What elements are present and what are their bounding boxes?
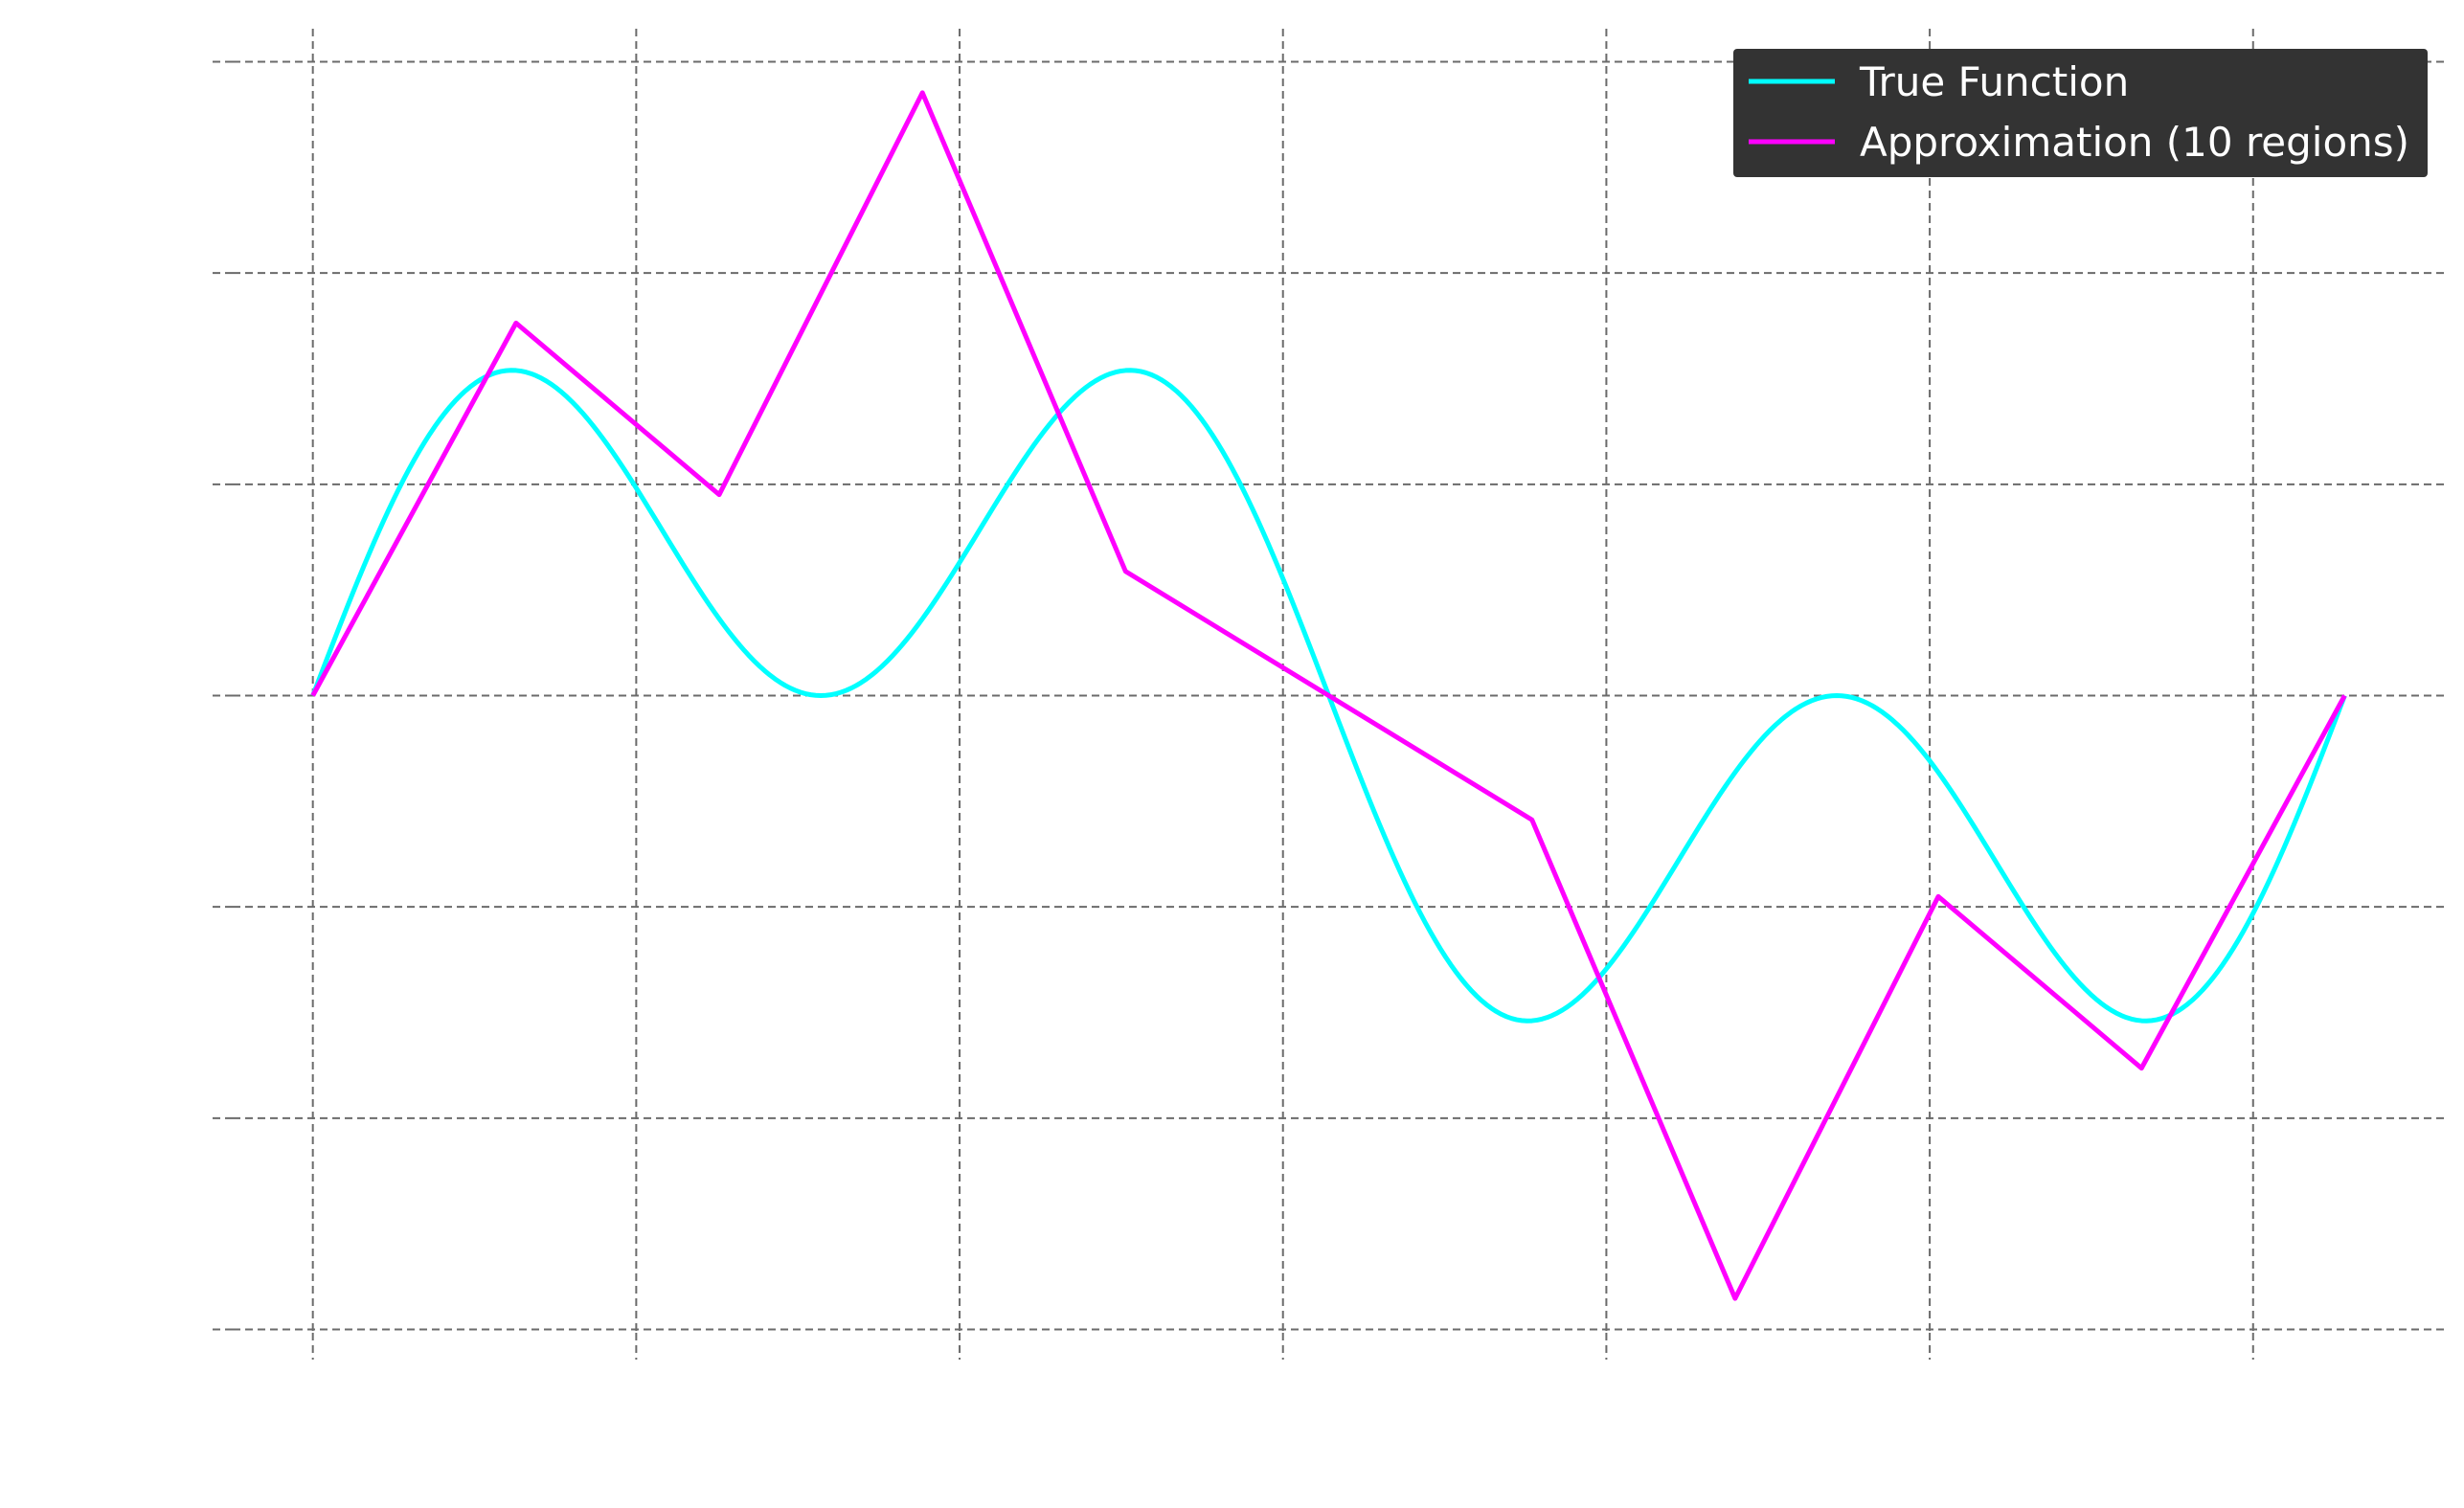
legend: True Function Approximation (10 regions) — [1733, 49, 2428, 177]
legend-label-true-function: True Function — [1859, 58, 2129, 105]
series-line-approximation — [310, 90, 2347, 1301]
tick-marks — [213, 60, 2254, 1360]
legend-box — [1733, 49, 2428, 177]
grid — [233, 29, 2444, 1331]
series-lines — [310, 90, 2347, 1301]
legend-label-approximation: Approximation (10 regions) — [1860, 119, 2409, 166]
